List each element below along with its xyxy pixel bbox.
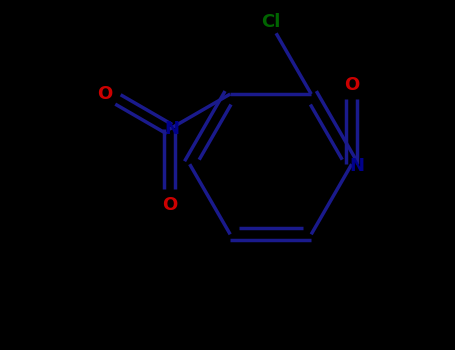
Text: O: O <box>162 196 177 214</box>
Text: N: N <box>349 158 364 175</box>
Text: Cl: Cl <box>261 13 280 32</box>
Text: O: O <box>97 85 113 103</box>
Text: N: N <box>164 120 179 138</box>
Text: O: O <box>344 76 359 94</box>
